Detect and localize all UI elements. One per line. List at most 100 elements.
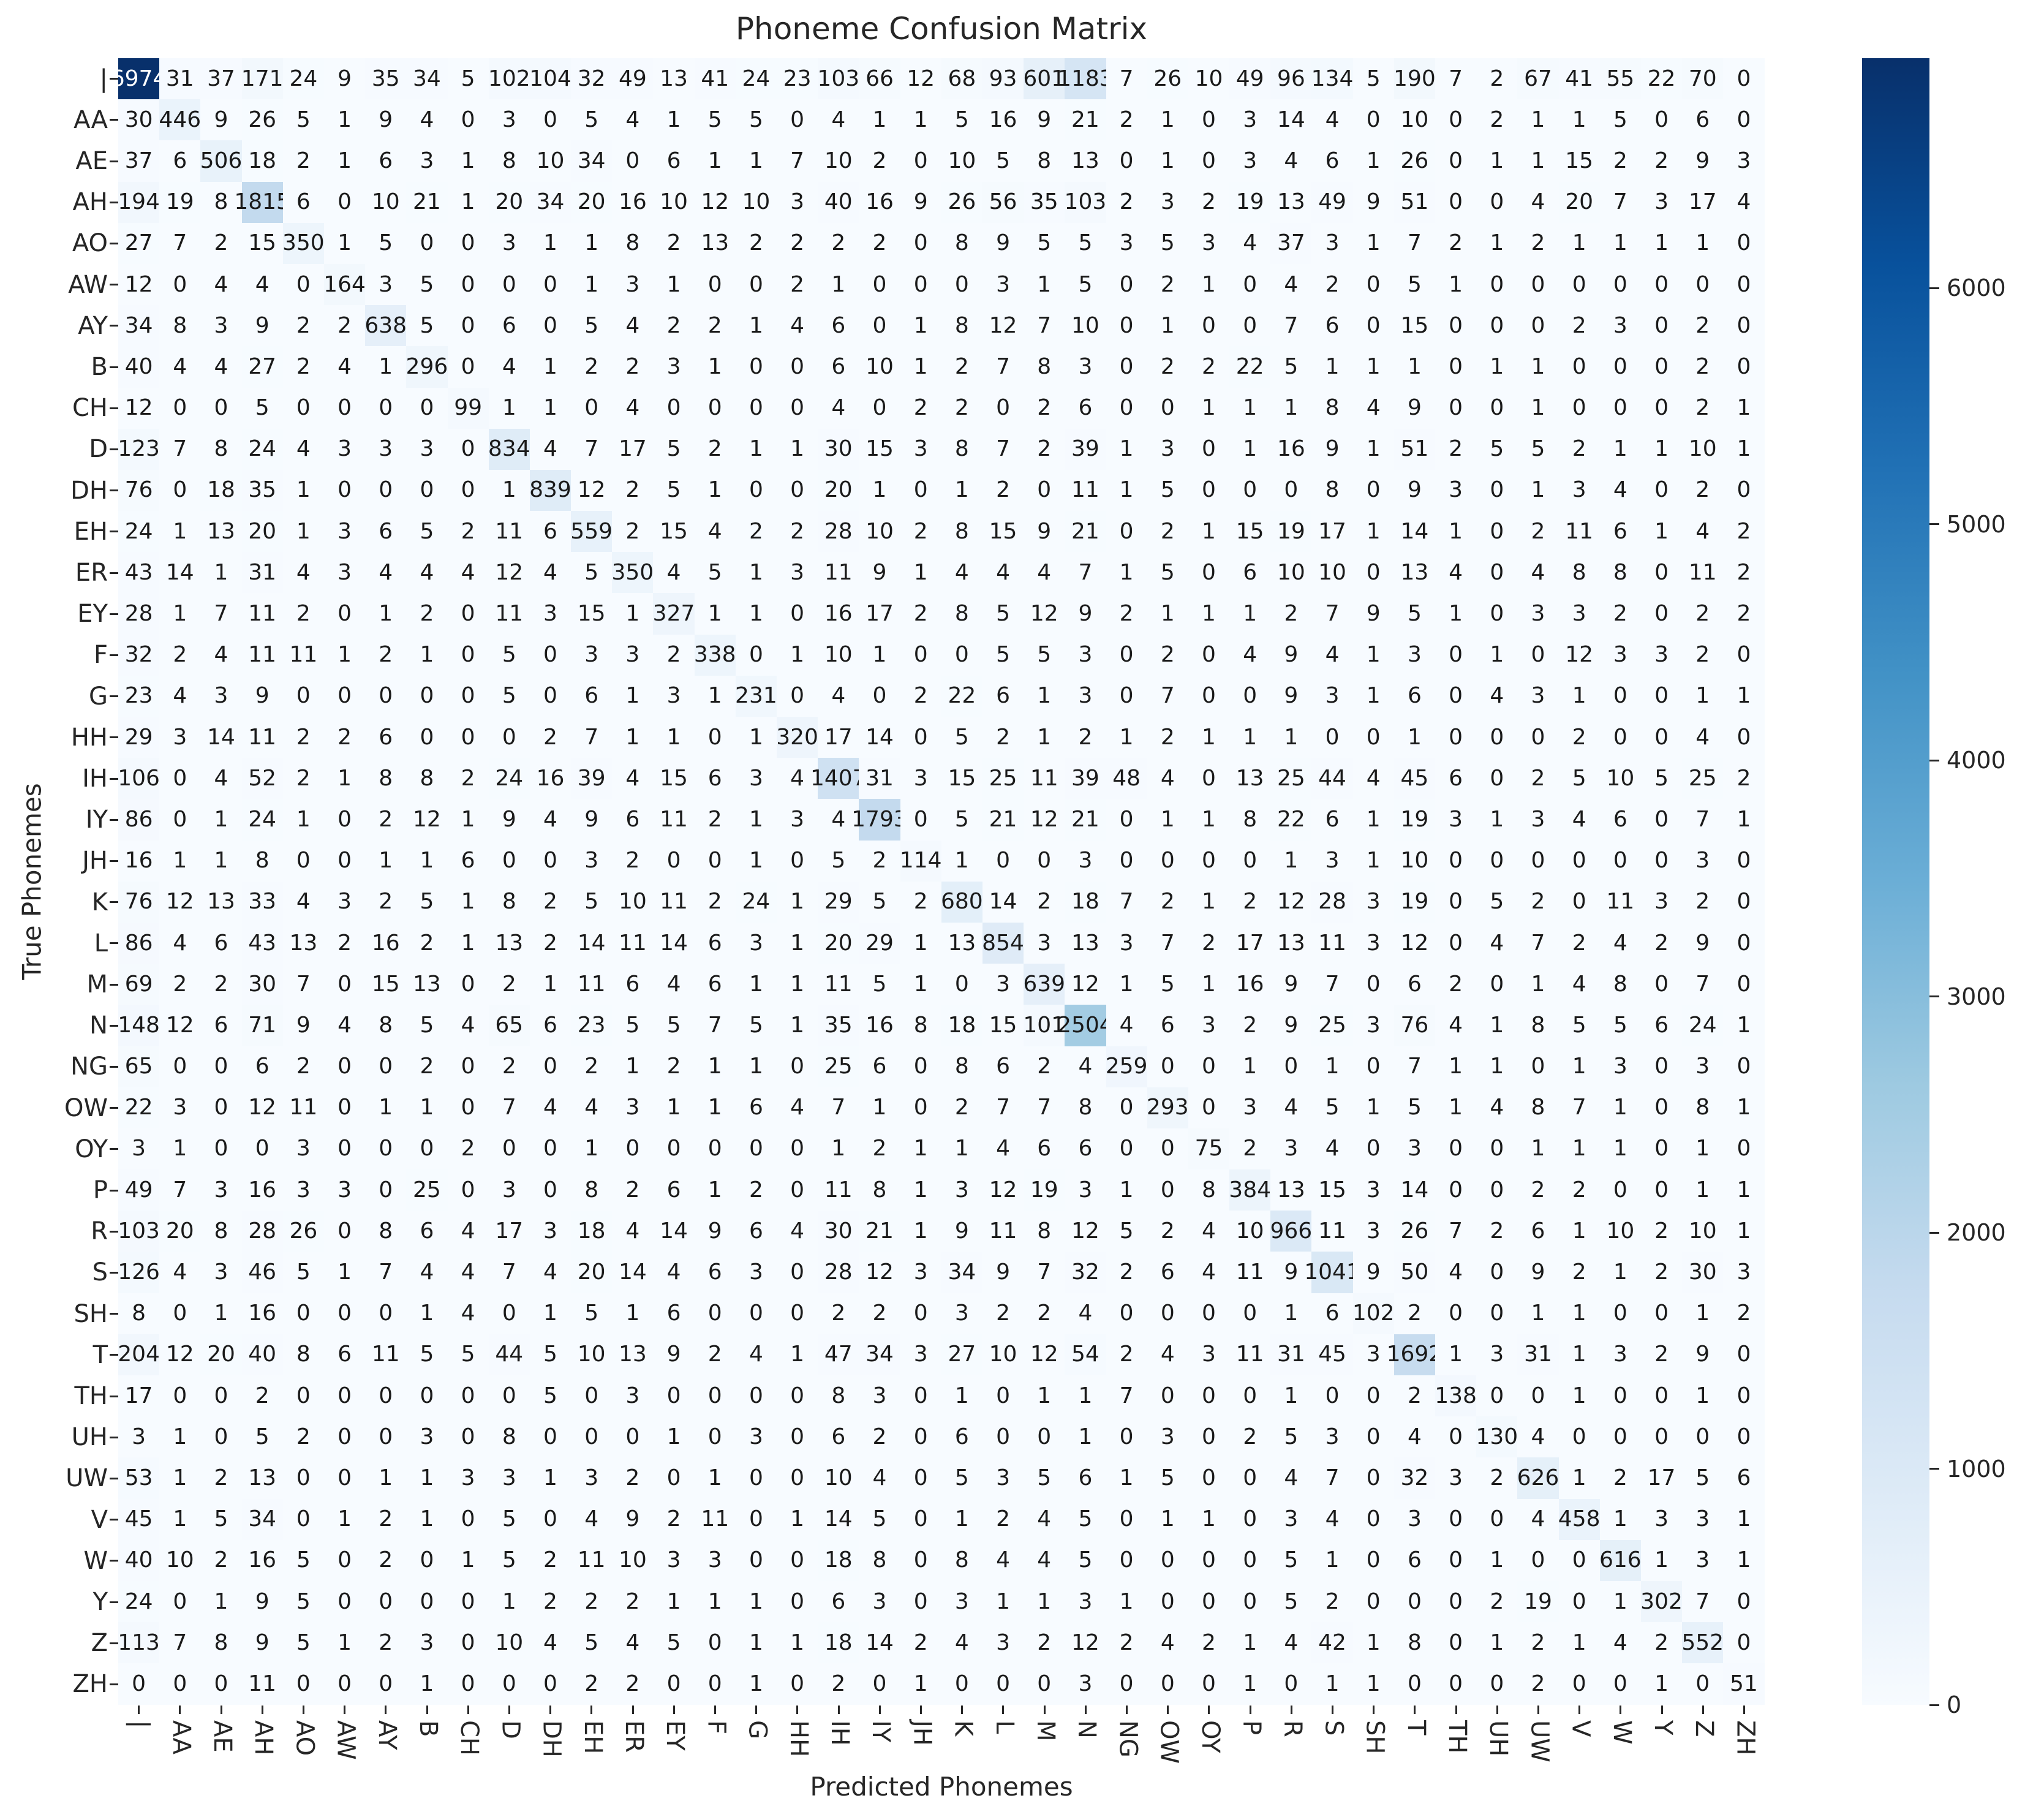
heatmap-cell: 11 — [818, 1169, 859, 1211]
heatmap-cell: 1 — [1558, 1457, 1600, 1499]
heatmap-cell: 7 — [1147, 922, 1188, 964]
heatmap-cell: 0 — [1435, 346, 1477, 388]
heatmap-cell: 2 — [612, 1457, 654, 1499]
heatmap-cell: 0 — [1024, 1416, 1065, 1458]
heatmap-cell: 3 — [653, 1539, 695, 1581]
heatmap-cell: 0 — [488, 840, 530, 882]
heatmap-cell: 1 — [900, 1128, 941, 1170]
heatmap-cell: 0 — [900, 469, 941, 512]
heatmap-cell: 0 — [1599, 675, 1641, 717]
heatmap-cell: 1 — [200, 1293, 242, 1334]
heatmap-cell: 1 — [1352, 222, 1394, 264]
heatmap-cell: 0 — [1229, 675, 1271, 717]
heatmap-cell: 0 — [1723, 1416, 1765, 1458]
heatmap-cell: 1 — [1558, 99, 1600, 141]
heatmap-cell: 14 — [859, 1622, 900, 1664]
row-tick-label: EH — [74, 517, 108, 546]
heatmap-cell: 12 — [859, 1252, 900, 1293]
heatmap-cell: 0 — [1106, 263, 1147, 306]
heatmap-cell: 8 — [200, 181, 242, 223]
col-tick-label: SH — [1360, 1720, 1389, 1755]
heatmap-cell: 17 — [1311, 511, 1353, 553]
heatmap-cell: 1 — [1188, 511, 1230, 553]
heatmap-cell: 1 — [1682, 222, 1724, 264]
heatmap-cell: 6 — [653, 1169, 695, 1211]
heatmap-cell: 2 — [1558, 1252, 1600, 1293]
heatmap-cell: 6 — [1599, 799, 1641, 841]
heatmap-cell: 12 — [982, 1169, 1024, 1211]
heatmap-cell: 0 — [1435, 840, 1477, 882]
heatmap-cell: 6 — [818, 346, 859, 388]
heatmap-cell: 0 — [529, 634, 571, 676]
heatmap-cell: 0 — [1188, 1457, 1230, 1499]
heatmap-cell: 1 — [1435, 1046, 1477, 1087]
heatmap-cell: 259 — [1106, 1046, 1147, 1087]
heatmap-cell: 13 — [1270, 181, 1312, 223]
heatmap-cell: 9 — [1024, 99, 1065, 141]
x-axis-tick-mark — [1373, 1706, 1375, 1714]
heatmap-cell: 4 — [612, 99, 654, 141]
heatmap-cell: 1 — [323, 634, 366, 676]
heatmap-cell: 18 — [571, 1211, 613, 1252]
heatmap-cell: 1 — [694, 140, 736, 182]
heatmap-cell: 1 — [159, 1128, 201, 1170]
heatmap-cell: 0 — [1188, 1663, 1230, 1705]
heatmap-cell: 0 — [777, 1539, 818, 1581]
heatmap-cell: 2 — [1393, 1375, 1435, 1417]
heatmap-cell: 11 — [612, 922, 654, 964]
colorbar-tick-mark — [1929, 759, 1939, 761]
heatmap-cell: 2 — [1517, 1663, 1559, 1705]
heatmap-cell: 2 — [859, 1416, 900, 1458]
heatmap-cell: 1 — [1599, 1252, 1641, 1293]
heatmap-cell: 19 — [1270, 511, 1312, 553]
heatmap-cell: 1 — [1352, 1663, 1394, 1705]
heatmap-cell: 26 — [941, 181, 982, 223]
heatmap-cell: 2 — [282, 140, 324, 182]
heatmap-cell: 0 — [1311, 717, 1353, 758]
heatmap-cell: 17 — [818, 717, 859, 758]
colorbar-tick-label: 5000 — [1947, 510, 2006, 538]
y-axis-tick-mark — [110, 78, 118, 80]
heatmap-cell: 5 — [406, 263, 448, 306]
heatmap-cell: 1 — [200, 840, 242, 882]
heatmap-cell: 8 — [941, 1539, 982, 1581]
heatmap-cell: 2 — [612, 511, 654, 553]
colorbar-tick-mark — [1929, 1231, 1939, 1234]
heatmap-cell: 3 — [571, 634, 613, 676]
heatmap-cell: 2 — [777, 222, 818, 264]
y-axis-tick-mark — [110, 242, 118, 244]
heatmap-cell: 2 — [1024, 428, 1065, 470]
heatmap-cell: 7 — [1311, 1457, 1353, 1499]
heatmap-cell: 24 — [241, 428, 283, 470]
heatmap-cell: 4 — [1476, 922, 1518, 964]
heatmap-cell: 0 — [859, 387, 900, 429]
heatmap-cell: 0 — [159, 1663, 201, 1705]
heatmap-cell: 5 — [653, 1622, 695, 1664]
heatmap-cell: 0 — [529, 99, 571, 141]
x-axis-tick-mark — [1043, 1706, 1046, 1714]
heatmap-cell: 0 — [777, 99, 818, 141]
heatmap-cell: 39 — [571, 758, 613, 799]
heatmap-cell: 1 — [282, 511, 324, 553]
heatmap-cell: 1 — [406, 1457, 448, 1499]
heatmap-cell: 1 — [1024, 1581, 1065, 1623]
heatmap-cell: 1 — [323, 1622, 366, 1664]
heatmap-cell: 10 — [818, 140, 859, 182]
heatmap-cell: 0 — [282, 675, 324, 717]
row-tick-label: EY — [77, 600, 108, 629]
heatmap-cell: 1 — [1188, 717, 1230, 758]
heatmap-cell: 4 — [1393, 1416, 1435, 1458]
heatmap-cell: 13 — [612, 1334, 654, 1375]
heatmap-cell: 2 — [1723, 593, 1765, 635]
heatmap-cell: 0 — [1476, 964, 1518, 1005]
heatmap-cell: 1 — [447, 140, 489, 182]
heatmap-cell: 2 — [1147, 717, 1188, 758]
heatmap-cell: 19 — [1393, 799, 1435, 841]
heatmap-cell: 1 — [735, 140, 777, 182]
heatmap-cell: 0 — [1599, 263, 1641, 306]
heatmap-cell: 1 — [323, 1498, 366, 1540]
heatmap-cell: 0 — [1723, 1581, 1765, 1623]
heatmap-cell: 0 — [323, 675, 366, 717]
col-tick-label: V — [1566, 1720, 1595, 1737]
col-tick-label: CH — [455, 1720, 484, 1756]
